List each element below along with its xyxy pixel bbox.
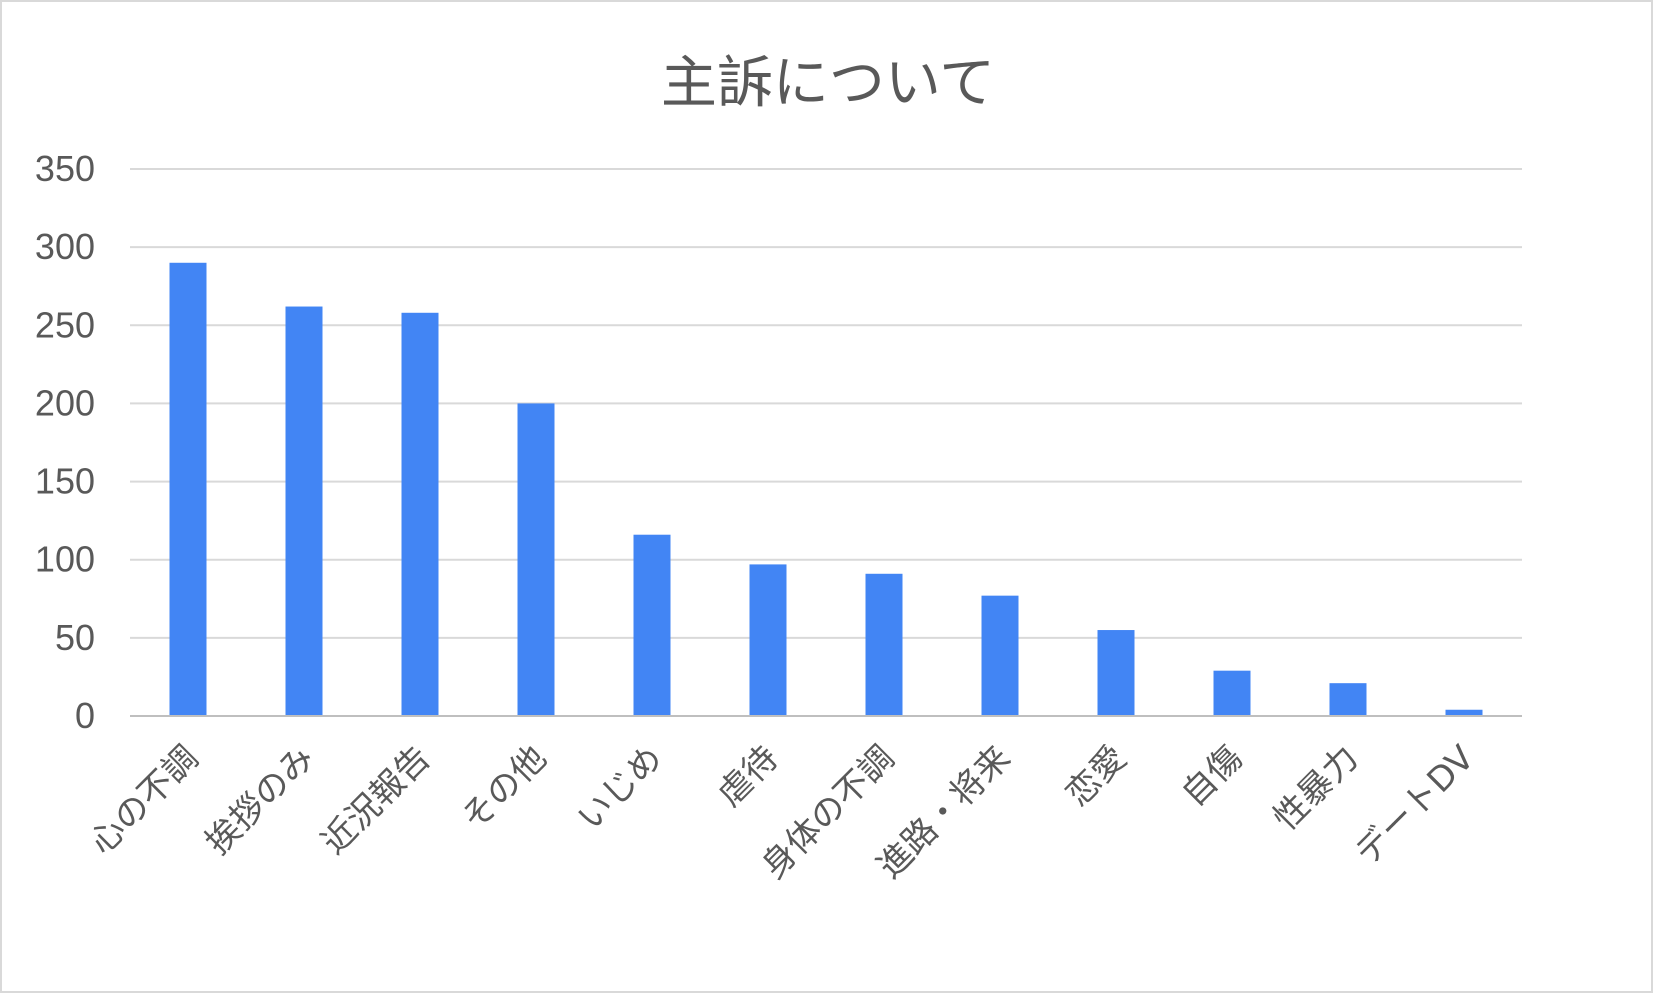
bar [1097, 630, 1135, 716]
y-tick-label: 100 [35, 539, 95, 580]
y-tick-label: 350 [35, 148, 95, 189]
x-category-label: 性暴力 [1266, 738, 1366, 838]
y-axis-ticks: 0 50 100 150 200 250 300 350 [35, 148, 95, 736]
bar [401, 312, 439, 716]
y-tick-label: 150 [35, 461, 95, 502]
chart-title: 主訴について [661, 51, 995, 116]
bar [1445, 709, 1483, 716]
x-category-label: デートDV [1347, 738, 1482, 873]
x-category-label: 虐待 [710, 738, 786, 814]
bar [1329, 683, 1367, 716]
x-category-label: 近況報告 [314, 738, 438, 862]
bars [169, 262, 1483, 716]
gridlines [130, 168, 1522, 639]
y-tick-label: 0 [75, 695, 95, 736]
bar [633, 534, 671, 716]
y-tick-label: 50 [55, 617, 95, 658]
y-tick-label: 250 [35, 304, 95, 345]
x-category-label: 心の不調 [82, 738, 206, 862]
y-tick-label: 200 [35, 382, 95, 423]
bar [981, 595, 1019, 716]
bar [517, 403, 555, 716]
bar [285, 306, 323, 716]
bar [865, 573, 903, 716]
bar [1213, 670, 1251, 716]
x-category-label: その他 [454, 738, 554, 838]
x-category-label: いじめ [570, 738, 670, 838]
bar [749, 564, 787, 716]
x-category-label: 恋愛 [1058, 738, 1134, 814]
y-tick-label: 300 [35, 226, 95, 267]
x-category-label: 自傷 [1174, 738, 1250, 814]
x-category-label: 挨拶のみ [198, 738, 322, 862]
bar [169, 262, 207, 716]
